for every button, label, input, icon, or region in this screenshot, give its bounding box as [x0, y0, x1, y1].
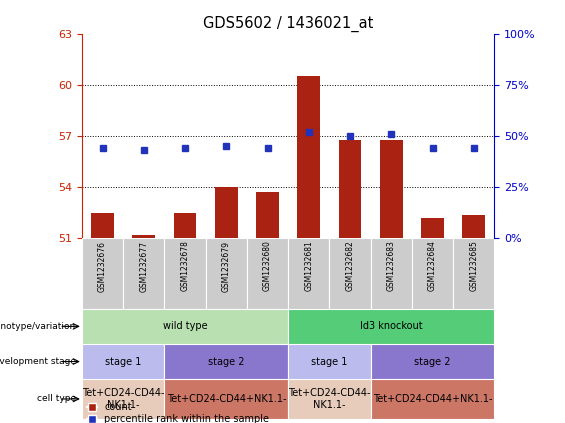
Bar [206, 239, 247, 309]
Text: GSM1232682: GSM1232682 [346, 241, 354, 291]
Bar [82, 379, 164, 419]
Text: GSM1232685: GSM1232685 [470, 241, 478, 291]
Text: GSM1232683: GSM1232683 [387, 241, 396, 291]
Bar [132, 235, 155, 239]
Text: Id3 knockout: Id3 knockout [360, 321, 423, 331]
Text: stage 2: stage 2 [414, 357, 451, 367]
Bar [288, 239, 329, 309]
Bar [164, 239, 206, 309]
Bar [453, 239, 494, 309]
Text: genotype/variation: genotype/variation [0, 322, 76, 331]
Bar [462, 214, 485, 239]
Bar [247, 239, 288, 309]
Bar [288, 309, 494, 344]
Bar [82, 239, 123, 309]
Text: Tet+CD24-CD44+NK1.1-: Tet+CD24-CD44+NK1.1- [167, 394, 286, 404]
Legend: count, percentile rank within the sample: count, percentile rank within the sample [87, 402, 270, 423]
Text: GSM1232677: GSM1232677 [140, 241, 148, 291]
Text: Tet+CD24-CD44-
NK1.1-: Tet+CD24-CD44- NK1.1- [288, 388, 371, 410]
Bar [380, 140, 403, 239]
Bar [371, 344, 494, 379]
Bar [82, 309, 288, 344]
Text: GSM1232676: GSM1232676 [98, 241, 107, 291]
Text: Tet+CD24-CD44+NK1.1-: Tet+CD24-CD44+NK1.1- [373, 394, 492, 404]
Text: Tet+CD24-CD44-
NK1.1-: Tet+CD24-CD44- NK1.1- [82, 388, 164, 410]
Bar [82, 344, 164, 379]
Bar [91, 213, 114, 239]
Text: stage 1: stage 1 [105, 357, 141, 367]
Text: wild type: wild type [163, 321, 207, 331]
Text: stage 1: stage 1 [311, 357, 347, 367]
Text: GSM1232684: GSM1232684 [428, 241, 437, 291]
Bar [173, 213, 197, 239]
Text: GSM1232679: GSM1232679 [222, 241, 231, 291]
Bar [421, 218, 444, 239]
Bar [338, 140, 362, 239]
Bar [329, 239, 371, 309]
Bar [297, 77, 320, 239]
Text: GSM1232678: GSM1232678 [181, 241, 189, 291]
Title: GDS5602 / 1436021_at: GDS5602 / 1436021_at [203, 16, 373, 33]
Bar [256, 192, 279, 239]
Bar [215, 187, 238, 239]
Text: GSM1232680: GSM1232680 [263, 241, 272, 291]
Bar [123, 239, 164, 309]
Text: development stage: development stage [0, 357, 76, 366]
Text: cell type: cell type [37, 395, 76, 404]
Bar [164, 379, 288, 419]
Bar [371, 239, 412, 309]
Bar [288, 379, 371, 419]
Text: GSM1232681: GSM1232681 [305, 241, 313, 291]
Text: stage 2: stage 2 [208, 357, 245, 367]
Bar [371, 379, 494, 419]
Bar [412, 239, 453, 309]
Bar [288, 344, 371, 379]
Bar [164, 344, 288, 379]
